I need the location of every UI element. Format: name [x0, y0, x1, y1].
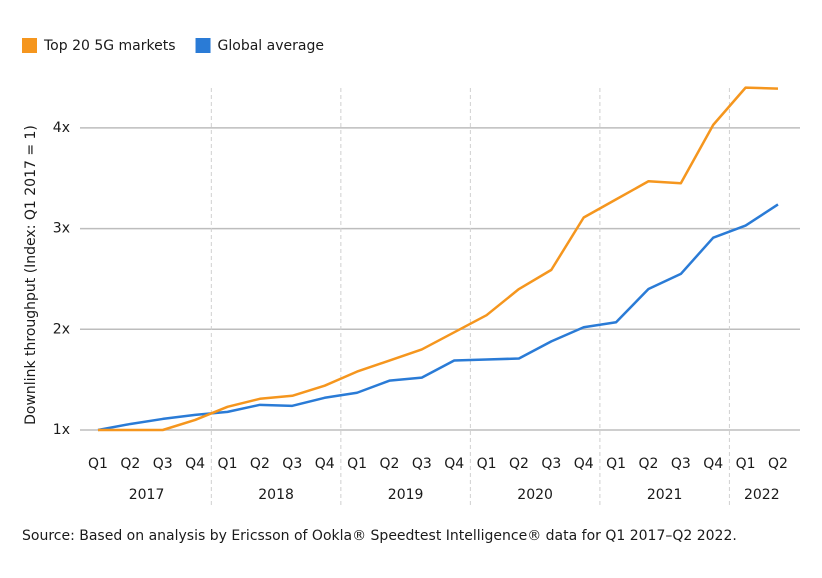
y-tick-label: 3x: [53, 221, 70, 237]
x-tick-label: Q1: [477, 456, 497, 472]
x-tick-label: Q1: [88, 456, 108, 472]
x-tick-label: Q2: [250, 456, 270, 472]
x-tick-label: Q4: [315, 456, 335, 472]
year-label: 2017: [129, 487, 165, 503]
x-tick-label: Q3: [153, 456, 173, 472]
y-axis-label: Downlink throughput (Index: Q1 2017 = 1): [23, 125, 39, 425]
x-tick-label: Q4: [574, 456, 594, 472]
source-note: Source: Based on analysis by Ericsson of…: [22, 528, 737, 544]
x-tick-label: Q2: [509, 456, 529, 472]
x-tick-label: Q2: [120, 456, 140, 472]
x-tick-label: Q3: [541, 456, 561, 472]
x-tick-label: Q3: [671, 456, 691, 472]
y-tick-label: 2x: [53, 321, 70, 337]
year-label: 2021: [647, 487, 683, 503]
x-tick-label: Q2: [768, 456, 788, 472]
x-tick-label: Q4: [185, 456, 205, 472]
x-tick-label: Q2: [638, 456, 658, 472]
legend-swatch: [195, 38, 211, 53]
x-tick-label: Q1: [218, 456, 238, 472]
x-tick-label: Q2: [379, 456, 399, 472]
legend-swatch: [22, 38, 37, 53]
year-label: 2018: [258, 487, 294, 503]
legend-label: Top 20 5G markets: [43, 38, 176, 54]
x-tick-label: Q1: [736, 456, 756, 472]
x-tick-label: Q1: [606, 456, 626, 472]
x-tick-label: Q3: [282, 456, 302, 472]
year-label: 2020: [517, 487, 553, 503]
year-label: 2019: [388, 487, 424, 503]
legend-label: Global average: [218, 38, 324, 54]
y-tick-label: 4x: [53, 120, 70, 136]
x-tick-label: Q4: [444, 456, 464, 472]
series-line: [98, 86, 779, 432]
year-label: 2022: [744, 487, 780, 503]
y-tick-label: 1x: [53, 422, 70, 438]
series-line: [97, 203, 779, 432]
x-tick-label: Q3: [412, 456, 432, 472]
x-tick-label: Q1: [347, 456, 367, 472]
x-tick-label: Q4: [703, 456, 723, 472]
